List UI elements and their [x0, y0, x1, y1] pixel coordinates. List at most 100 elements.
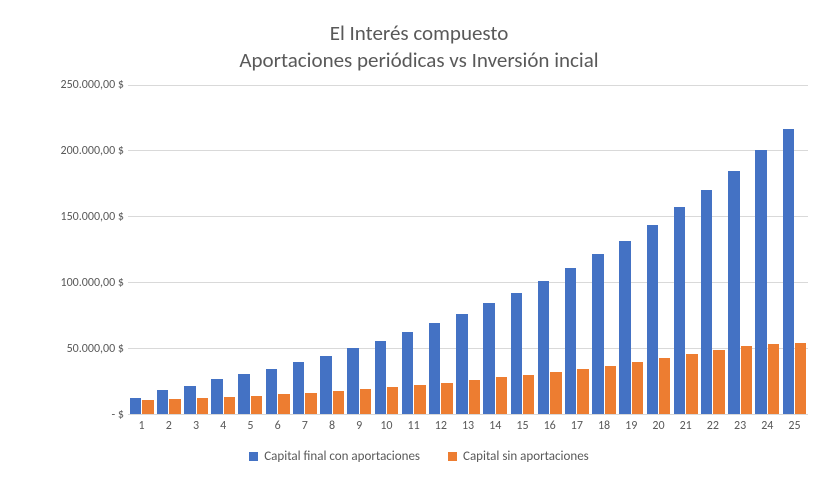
- bar-with-contributions: [592, 254, 603, 413]
- bar-group: [726, 85, 753, 414]
- bar-group: [590, 85, 617, 414]
- bar-group: [618, 85, 645, 414]
- y-tick-label: 100.000,00 $: [61, 276, 124, 290]
- bar-with-contributions: [755, 150, 766, 413]
- chart-title-line-2: Aportaciones periódicas vs Inversión inc…: [30, 47, 808, 74]
- bar-without-contributions: [142, 400, 153, 413]
- bar-with-contributions: [347, 348, 358, 414]
- bar-with-contributions: [728, 171, 739, 413]
- y-tick-label: 150.000,00 $: [61, 210, 124, 224]
- y-tick-label: - $: [112, 408, 124, 422]
- bar-without-contributions: [795, 343, 806, 414]
- x-tick-label: 12: [427, 415, 454, 433]
- bar-with-contributions: [511, 293, 522, 414]
- legend-swatch: [249, 452, 258, 461]
- bar-with-contributions: [565, 268, 576, 414]
- bar-without-contributions: [333, 391, 344, 414]
- x-tick-label: 20: [645, 415, 672, 433]
- bar-with-contributions: [375, 341, 386, 413]
- x-tick-label: 6: [264, 415, 291, 433]
- bar-without-contributions: [605, 366, 616, 413]
- x-tick-label: 14: [482, 415, 509, 433]
- x-tick-label: 8: [318, 415, 345, 433]
- bar-group: [291, 85, 318, 414]
- legend-label: Capital final con aportaciones: [264, 449, 420, 464]
- bar-with-contributions: [293, 362, 304, 413]
- bars-layer: [128, 85, 808, 414]
- y-tick-label: 250.000,00 $: [61, 78, 124, 92]
- bar-group: [672, 85, 699, 414]
- bar-without-contributions: [741, 346, 752, 413]
- bar-with-contributions: [429, 323, 440, 414]
- x-tick-label: 11: [400, 415, 427, 433]
- bar-group: [318, 85, 345, 414]
- legend-label: Capital sin aportaciones: [463, 449, 589, 464]
- x-tick-label: 5: [237, 415, 264, 433]
- bar-group: [781, 85, 808, 414]
- bar-with-contributions: [647, 225, 658, 413]
- bar-without-contributions: [441, 383, 452, 414]
- x-tick-label: 18: [590, 415, 617, 433]
- bar-group: [210, 85, 237, 414]
- x-tick-label: 21: [672, 415, 699, 433]
- compound-interest-chart: El Interés compuesto Aportaciones periód…: [0, 0, 838, 504]
- bar-group: [563, 85, 590, 414]
- bar-with-contributions: [238, 374, 249, 413]
- y-tick-label: 200.000,00 $: [61, 144, 124, 158]
- x-tick-label: 24: [754, 415, 781, 433]
- bar-with-contributions: [701, 190, 712, 414]
- bar-with-contributions: [184, 386, 195, 414]
- bar-without-contributions: [224, 397, 235, 414]
- bar-group: [482, 85, 509, 414]
- bar-without-contributions: [768, 344, 779, 414]
- bar-group: [182, 85, 209, 414]
- legend-item: Capital sin aportaciones: [448, 449, 589, 464]
- bar-with-contributions: [783, 129, 794, 413]
- bar-group: [699, 85, 726, 414]
- bar-without-contributions: [251, 396, 262, 414]
- bar-with-contributions: [157, 390, 168, 414]
- bar-with-contributions: [456, 314, 467, 414]
- plot-area: - $50.000,00 $100.000,00 $150.000,00 $20…: [30, 85, 808, 415]
- bar-group: [264, 85, 291, 414]
- bar-without-contributions: [577, 369, 588, 414]
- bar-group: [427, 85, 454, 414]
- bar-group: [237, 85, 264, 414]
- chart-title: El Interés compuesto Aportaciones periód…: [30, 20, 808, 75]
- bar-without-contributions: [713, 350, 724, 413]
- legend: Capital final con aportaciones Capital si…: [30, 449, 808, 465]
- bar-without-contributions: [197, 398, 208, 413]
- y-tick-label: 50.000,00 $: [67, 342, 124, 356]
- bar-without-contributions: [278, 394, 289, 413]
- x-axis: 1234567891011121314151617181920212223242…: [128, 415, 808, 433]
- x-tick-label: 19: [618, 415, 645, 433]
- bar-without-contributions: [414, 385, 425, 414]
- x-tick-label: 4: [210, 415, 237, 433]
- bar-with-contributions: [619, 241, 630, 413]
- bar-with-contributions: [402, 332, 413, 414]
- bar-without-contributions: [469, 380, 480, 413]
- bar-with-contributions: [211, 379, 222, 413]
- x-tick-label: 10: [373, 415, 400, 433]
- bar-without-contributions: [523, 375, 534, 414]
- bar-group: [128, 85, 155, 414]
- x-tick-label: 3: [182, 415, 209, 433]
- bar-with-contributions: [266, 369, 277, 414]
- bar-without-contributions: [496, 377, 507, 413]
- x-tick-label: 13: [454, 415, 481, 433]
- x-tick-label: 22: [699, 415, 726, 433]
- bar-group: [155, 85, 182, 414]
- bar-without-contributions: [659, 358, 670, 413]
- y-axis: - $50.000,00 $100.000,00 $150.000,00 $20…: [30, 85, 128, 415]
- bar-group: [346, 85, 373, 414]
- bar-group: [645, 85, 672, 414]
- x-tick-label: 2: [155, 415, 182, 433]
- x-tick-label: 15: [509, 415, 536, 433]
- x-tick-label: 23: [726, 415, 753, 433]
- bar-without-contributions: [305, 393, 316, 414]
- bar-without-contributions: [686, 354, 697, 413]
- legend-swatch: [448, 452, 457, 461]
- bar-with-contributions: [538, 281, 549, 414]
- bar-without-contributions: [360, 389, 371, 413]
- legend-item: Capital final con aportaciones: [249, 449, 420, 464]
